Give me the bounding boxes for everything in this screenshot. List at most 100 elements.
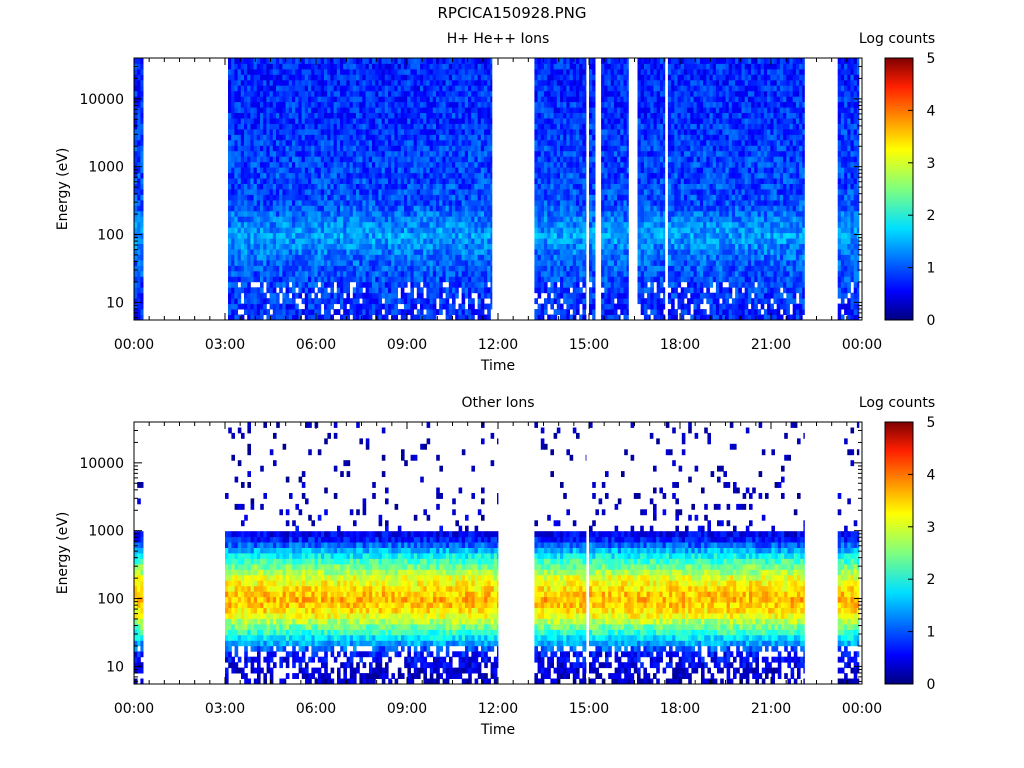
spectrogram-cell (410, 270, 414, 277)
spectrogram-cell (426, 156, 430, 163)
spectrogram-cell (320, 134, 325, 141)
spectrogram-cell (240, 118, 245, 124)
spectrogram-cell (400, 107, 405, 113)
spectrogram-cell (375, 123, 379, 130)
spectrogram-cell (604, 199, 608, 206)
spectrogram-cell (231, 221, 235, 228)
spectrogram-cell (589, 189, 593, 195)
spectrogram-cell (426, 265, 430, 272)
spectrogram-cell (298, 227, 302, 234)
spectrogram-cell (292, 58, 296, 64)
spectrogram-cell (378, 276, 382, 283)
spectrogram-cell (391, 265, 395, 272)
spectrogram-cell (381, 265, 386, 272)
spectrogram-cell (388, 172, 392, 179)
spectrogram-cell (362, 139, 366, 146)
spectrogram-cell (320, 276, 325, 283)
spectrogram-cell (308, 145, 312, 152)
spectrogram-cell (359, 260, 363, 266)
spectrogram-cell (311, 298, 315, 305)
spectrogram-cell (276, 314, 280, 321)
spectrogram-cell (333, 90, 338, 97)
spectrogram-cell (365, 172, 370, 179)
spectrogram-cell (320, 287, 325, 294)
spectrogram-cell (234, 129, 238, 135)
spectrogram-cell (311, 79, 315, 86)
spectrogram-cell (416, 270, 421, 277)
spectrogram-cell (343, 172, 347, 179)
spectrogram-cell (432, 194, 437, 201)
spectrogram-cell (429, 260, 434, 266)
spectrogram-cell (240, 145, 245, 152)
spectrogram-cell (276, 123, 280, 130)
spectrogram-cell (550, 205, 554, 212)
spectrogram-cell (356, 112, 360, 119)
spectrogram-cell (244, 85, 248, 92)
spectrogram-cell (381, 314, 386, 321)
spectrogram-cell (458, 243, 462, 250)
spectrogram-cell (349, 227, 354, 234)
spectrogram-cell (391, 161, 395, 168)
spectrogram-cell (304, 161, 309, 168)
spectrogram-cell (464, 161, 469, 168)
spectrogram-cell (410, 178, 414, 184)
spectrogram-cell (272, 205, 277, 212)
spectrogram-cell (276, 161, 280, 168)
spectrogram-cell (356, 309, 360, 315)
spectrogram-cell (140, 309, 144, 315)
spectrogram-cell (234, 249, 238, 255)
spectrogram-cell (336, 156, 341, 163)
spectrogram-cell (572, 79, 577, 86)
spectrogram-cell (244, 270, 248, 277)
spectrogram-cell (547, 90, 551, 97)
spectrogram-cell (340, 270, 344, 277)
spectrogram-cell (420, 292, 424, 299)
spectrogram-cell (540, 112, 545, 119)
spectrogram-cell (589, 221, 593, 228)
spectrogram-cell (231, 118, 235, 124)
spectrogram-cell (566, 58, 570, 64)
spectrogram-cell (301, 238, 306, 244)
spectrogram-cell (324, 281, 328, 288)
spectrogram-cell (429, 156, 434, 163)
spectrogram-cell (375, 156, 379, 163)
spectrogram-cell (420, 238, 424, 244)
spectrogram-cell (601, 189, 605, 195)
spectrogram-cell (487, 232, 491, 239)
spectrogram-cell (372, 260, 376, 266)
spectrogram-cell (333, 183, 338, 190)
spectrogram-cell (234, 183, 238, 190)
spectrogram-cell (250, 303, 254, 310)
spectrogram-cell (250, 118, 254, 124)
spectrogram-cell (333, 254, 338, 261)
spectrogram-cell (477, 139, 482, 146)
spectrogram-cell (253, 74, 258, 81)
spectrogram-cell (391, 139, 395, 146)
spectrogram-cell (391, 232, 395, 239)
spectrogram-cell (285, 101, 290, 108)
spectrogram-cell (413, 123, 418, 130)
spectrogram-cell (464, 90, 469, 97)
spectrogram-cell (314, 238, 318, 244)
spectrogram-cell (547, 107, 551, 113)
spectrogram-cell (288, 189, 293, 195)
spectrogram-cell (426, 139, 430, 146)
spectrogram-cell (413, 232, 418, 239)
spectrogram-cell (240, 68, 245, 75)
spectrogram-cell (404, 183, 408, 190)
spectrogram-cell (269, 156, 274, 163)
spectrogram-cell (420, 107, 424, 113)
spectrogram-cell (439, 167, 443, 174)
spectrogram-cell (263, 298, 267, 305)
spectrogram-cell (231, 134, 235, 141)
spectrogram-cell (448, 96, 453, 103)
spectrogram-cell (461, 298, 466, 305)
spectrogram-cell (452, 199, 456, 206)
spectrogram-cell (288, 287, 293, 294)
spectrogram-cell (464, 205, 469, 212)
spectrogram-cell (426, 309, 430, 315)
spectrogram-cell (368, 270, 373, 277)
spectrogram-cell (413, 243, 418, 250)
spectrogram-cell (365, 265, 370, 272)
spectrogram-cell (426, 85, 430, 92)
